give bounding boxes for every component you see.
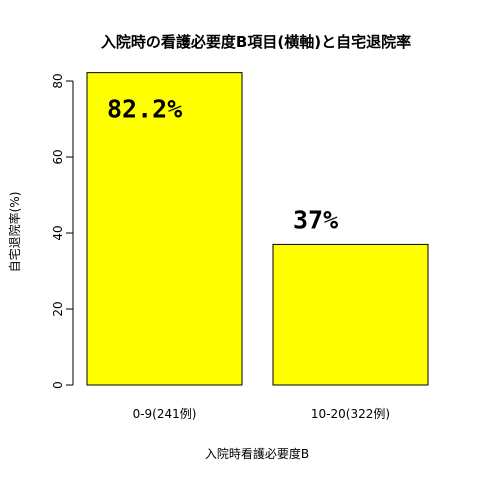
y-axis-label: 自宅退院率(%) bbox=[7, 192, 22, 273]
y-tick-label: 0 bbox=[51, 381, 65, 389]
y-tick-label: 80 bbox=[51, 73, 65, 88]
x-axis-label: 入院時看護必要度B bbox=[205, 446, 309, 461]
y-tick-label: 60 bbox=[51, 149, 65, 164]
x-category-label: 0-9(241例) bbox=[133, 407, 197, 421]
x-category-label: 10-20(322例) bbox=[311, 407, 390, 421]
x-axis-labels: 0-9(241例) 10-20(322例) bbox=[133, 407, 391, 421]
chart-title: 入院時の看護必要度B項目(横軸)と自宅退院率 bbox=[101, 33, 411, 51]
y-axis: 0 20 40 60 80 bbox=[51, 73, 74, 389]
bars: 82.2% 37% bbox=[86, 72, 429, 386]
y-tick-label: 40 bbox=[51, 225, 65, 240]
bar-value-label: 82.2% bbox=[107, 95, 182, 124]
bar bbox=[86, 72, 243, 386]
y-tick-label: 20 bbox=[51, 301, 65, 316]
bar-value-label: 37% bbox=[293, 205, 338, 234]
bar bbox=[272, 243, 429, 386]
